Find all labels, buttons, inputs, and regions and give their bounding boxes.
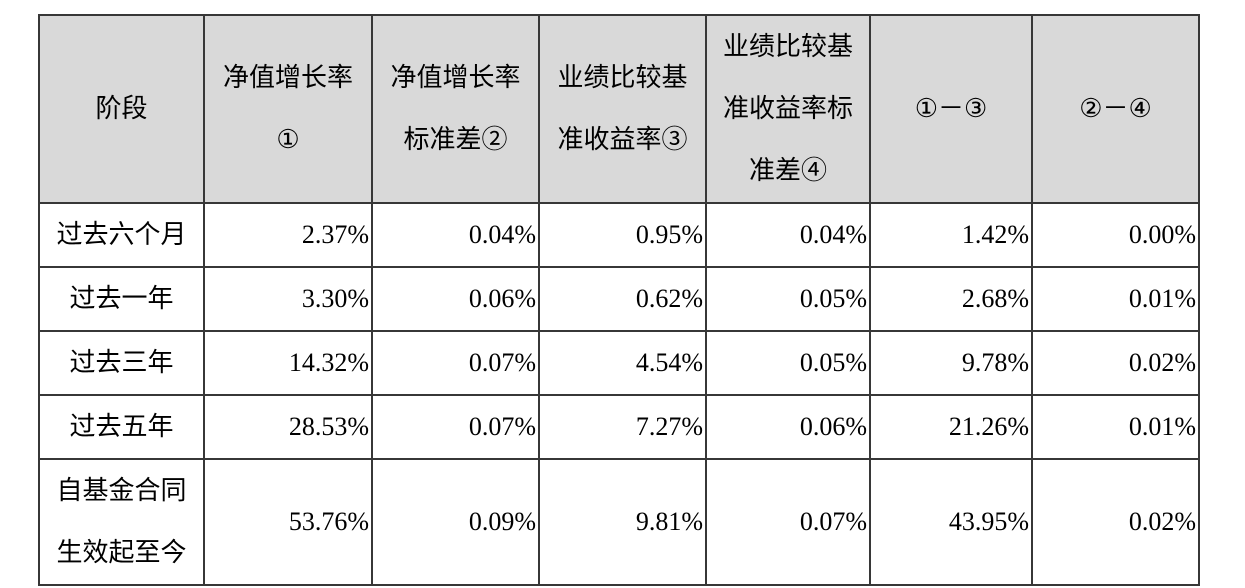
header-line: 准收益率标 (722, 94, 853, 123)
header-line: 准差④ (748, 156, 827, 185)
column-header-benchmark-return: 业绩比较基 准收益率③ (538, 14, 707, 204)
value-cell: 0.02% (1031, 458, 1200, 586)
column-header-benchmark-return-stddev: 业绩比较基 准收益率标 准差④ (705, 14, 871, 204)
value-cell: 0.01% (1031, 394, 1200, 460)
column-header-diff-1-3: ①－③ (869, 14, 1033, 204)
header-line: 业绩比较基 (557, 63, 688, 92)
column-header-nav-growth-stddev: 净值增长率 标准差② (371, 14, 540, 204)
value-cell: 7.27% (538, 394, 707, 460)
period-cell: 过去五年 (38, 394, 205, 460)
value-cell: 0.05% (705, 330, 871, 396)
table-header-row: 阶段 净值增长率 ① 净值增长率 标准差② 业绩比较基 准收益率③ 业绩比较基 … (38, 14, 1200, 204)
value-cell: 0.09% (371, 458, 540, 586)
value-cell: 0.04% (371, 202, 540, 268)
value-cell: 28.53% (203, 394, 373, 460)
column-header-diff-2-4: ②－④ (1031, 14, 1200, 204)
value-cell: 0.06% (371, 266, 540, 332)
value-cell: 0.06% (705, 394, 871, 460)
value-cell: 4.54% (538, 330, 707, 396)
value-cell: 2.37% (203, 202, 373, 268)
value-cell: 0.07% (371, 394, 540, 460)
header-line: 业绩比较基 (722, 32, 853, 61)
value-cell: 0.04% (705, 202, 871, 268)
value-cell: 1.42% (869, 202, 1033, 268)
value-cell: 9.81% (538, 458, 707, 586)
period-cell: 过去六个月 (38, 202, 205, 268)
value-cell: 0.62% (538, 266, 707, 332)
value-cell: 0.05% (705, 266, 871, 332)
period-cell: 自基金合同 生效起至今 (38, 458, 205, 586)
value-cell: 0.07% (705, 458, 871, 586)
period-cell: 过去三年 (38, 330, 205, 396)
header-line: 净值增长率 (222, 63, 353, 92)
value-cell: 9.78% (869, 330, 1033, 396)
fund-performance-table: 阶段 净值增长率 ① 净值增长率 标准差② 业绩比较基 准收益率③ 业绩比较基 … (38, 14, 1200, 586)
value-cell: 0.95% (538, 202, 707, 268)
header-line: ②－④ (1079, 94, 1152, 123)
value-cell: 14.32% (203, 330, 373, 396)
table-row-past-6-months: 过去六个月 2.37% 0.04% 0.95% 0.04% 1.42% 0.00… (38, 202, 1200, 268)
column-header-period: 阶段 (38, 14, 205, 204)
table-row-since-inception: 自基金合同 生效起至今 53.76% 0.09% 9.81% 0.07% 43.… (38, 458, 1200, 586)
period-cell: 过去一年 (38, 266, 205, 332)
value-cell: 0.01% (1031, 266, 1200, 332)
value-cell: 21.26% (869, 394, 1033, 460)
table-row-past-5-years: 过去五年 28.53% 0.07% 7.27% 0.06% 21.26% 0.0… (38, 394, 1200, 460)
value-cell: 3.30% (203, 266, 373, 332)
header-line: 准收益率③ (557, 125, 688, 154)
header-line: 标准差② (403, 125, 508, 154)
value-cell: 53.76% (203, 458, 373, 586)
value-cell: 2.68% (869, 266, 1033, 332)
header-line: 净值增长率 (390, 63, 521, 92)
column-header-nav-growth-rate: 净值增长率 ① (203, 14, 373, 204)
table-body: 过去六个月 2.37% 0.04% 0.95% 0.04% 1.42% 0.00… (38, 202, 1200, 586)
value-cell: 43.95% (869, 458, 1033, 586)
table-row-past-1-year: 过去一年 3.30% 0.06% 0.62% 0.05% 2.68% 0.01% (38, 266, 1200, 332)
header-line: 阶段 (95, 94, 148, 123)
fund-performance-table-container: 阶段 净值增长率 ① 净值增长率 标准差② 业绩比较基 准收益率③ 业绩比较基 … (38, 14, 1200, 586)
value-cell: 0.07% (371, 330, 540, 396)
value-cell: 0.00% (1031, 202, 1200, 268)
table-row-past-3-years: 过去三年 14.32% 0.07% 4.54% 0.05% 9.78% 0.02… (38, 330, 1200, 396)
value-cell: 0.02% (1031, 330, 1200, 396)
header-line: ①－③ (914, 94, 988, 123)
header-line: ① (276, 125, 300, 154)
